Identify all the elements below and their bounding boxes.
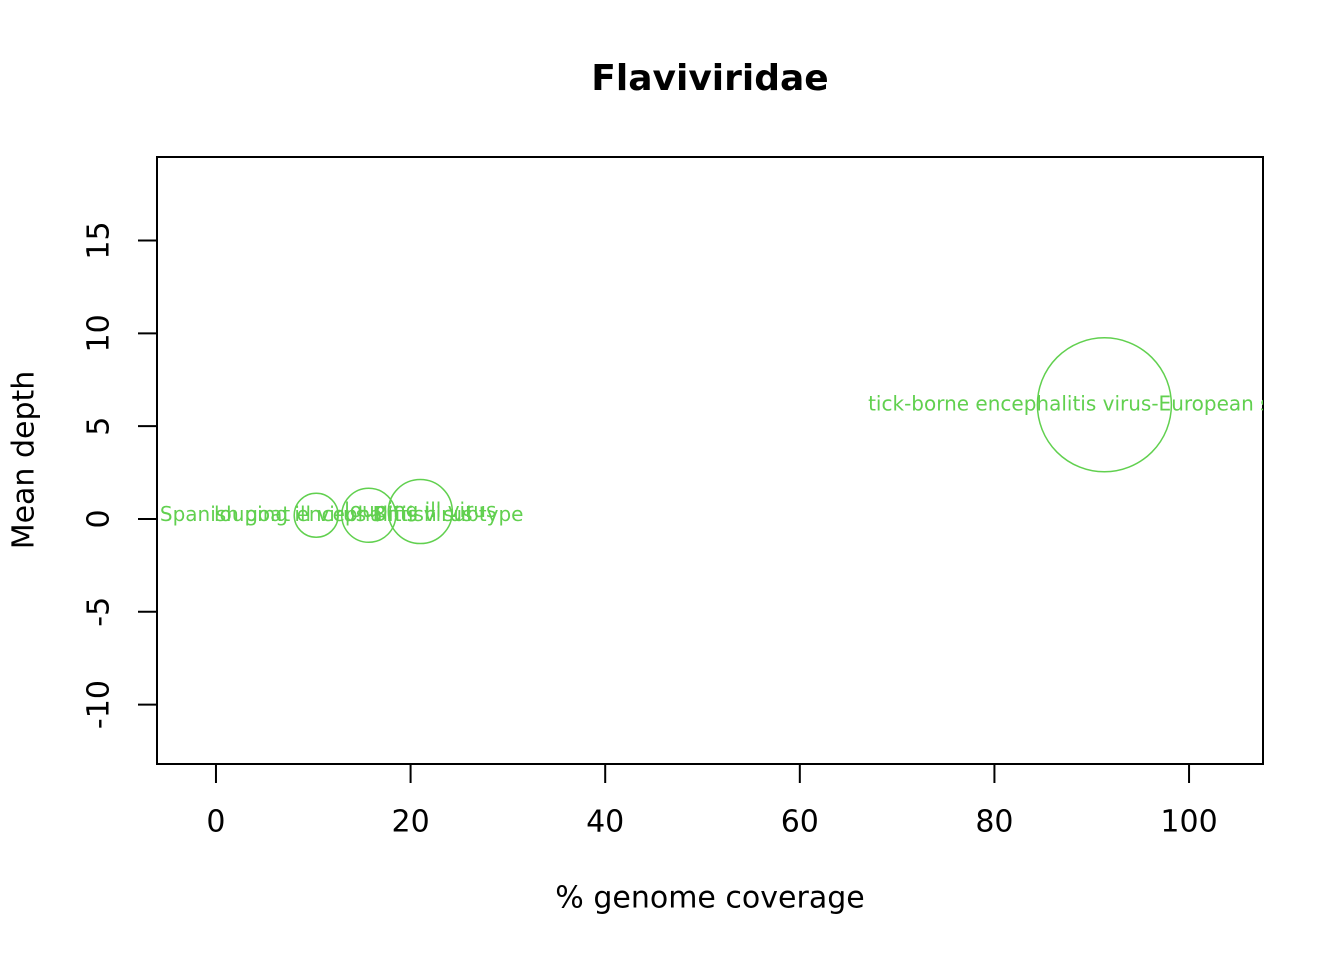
x-tick-label: 40: [586, 805, 624, 840]
y-axis-label: Mean depth: [7, 371, 42, 550]
bubble: [1036, 337, 1173, 473]
chart-title: Flaviviridae: [591, 58, 828, 99]
plot-box: [156, 156, 1264, 765]
x-axis-label: % genome coverage: [555, 881, 864, 916]
y-tick-label: 15: [82, 221, 117, 259]
x-tick-label: 60: [781, 805, 819, 840]
y-tick-label: 10: [82, 314, 117, 352]
y-tick-label: -5: [82, 597, 117, 627]
y-tick-label: -10: [82, 680, 117, 729]
x-tick-label: 80: [975, 805, 1013, 840]
y-tick-label: 5: [82, 417, 117, 436]
bubble: [387, 478, 454, 545]
x-tick-label: 0: [206, 805, 225, 840]
x-tick-label: 20: [391, 805, 429, 840]
x-tick-label: 100: [1160, 805, 1217, 840]
bubble-label: Spanish goat encephalitis virus: [160, 502, 473, 526]
y-tick-label: 0: [82, 509, 117, 528]
bubble: [340, 487, 397, 544]
bubble-label: louping ill virus-British subtype: [214, 502, 524, 526]
bubble: [293, 492, 339, 539]
bubble-label: louping ill virus: [344, 498, 496, 522]
bubble-label: tick-borne encephalitis virus-European s…: [868, 391, 1341, 415]
